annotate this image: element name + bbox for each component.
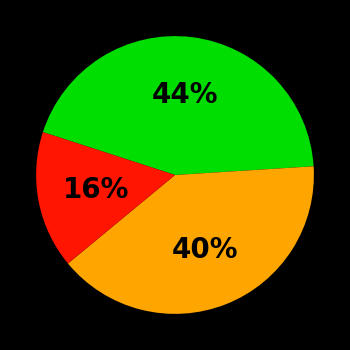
Wedge shape [36, 132, 175, 264]
Text: 40%: 40% [172, 236, 238, 264]
Text: 44%: 44% [152, 81, 218, 109]
Wedge shape [68, 166, 314, 314]
Wedge shape [43, 36, 314, 175]
Text: 16%: 16% [63, 176, 129, 204]
